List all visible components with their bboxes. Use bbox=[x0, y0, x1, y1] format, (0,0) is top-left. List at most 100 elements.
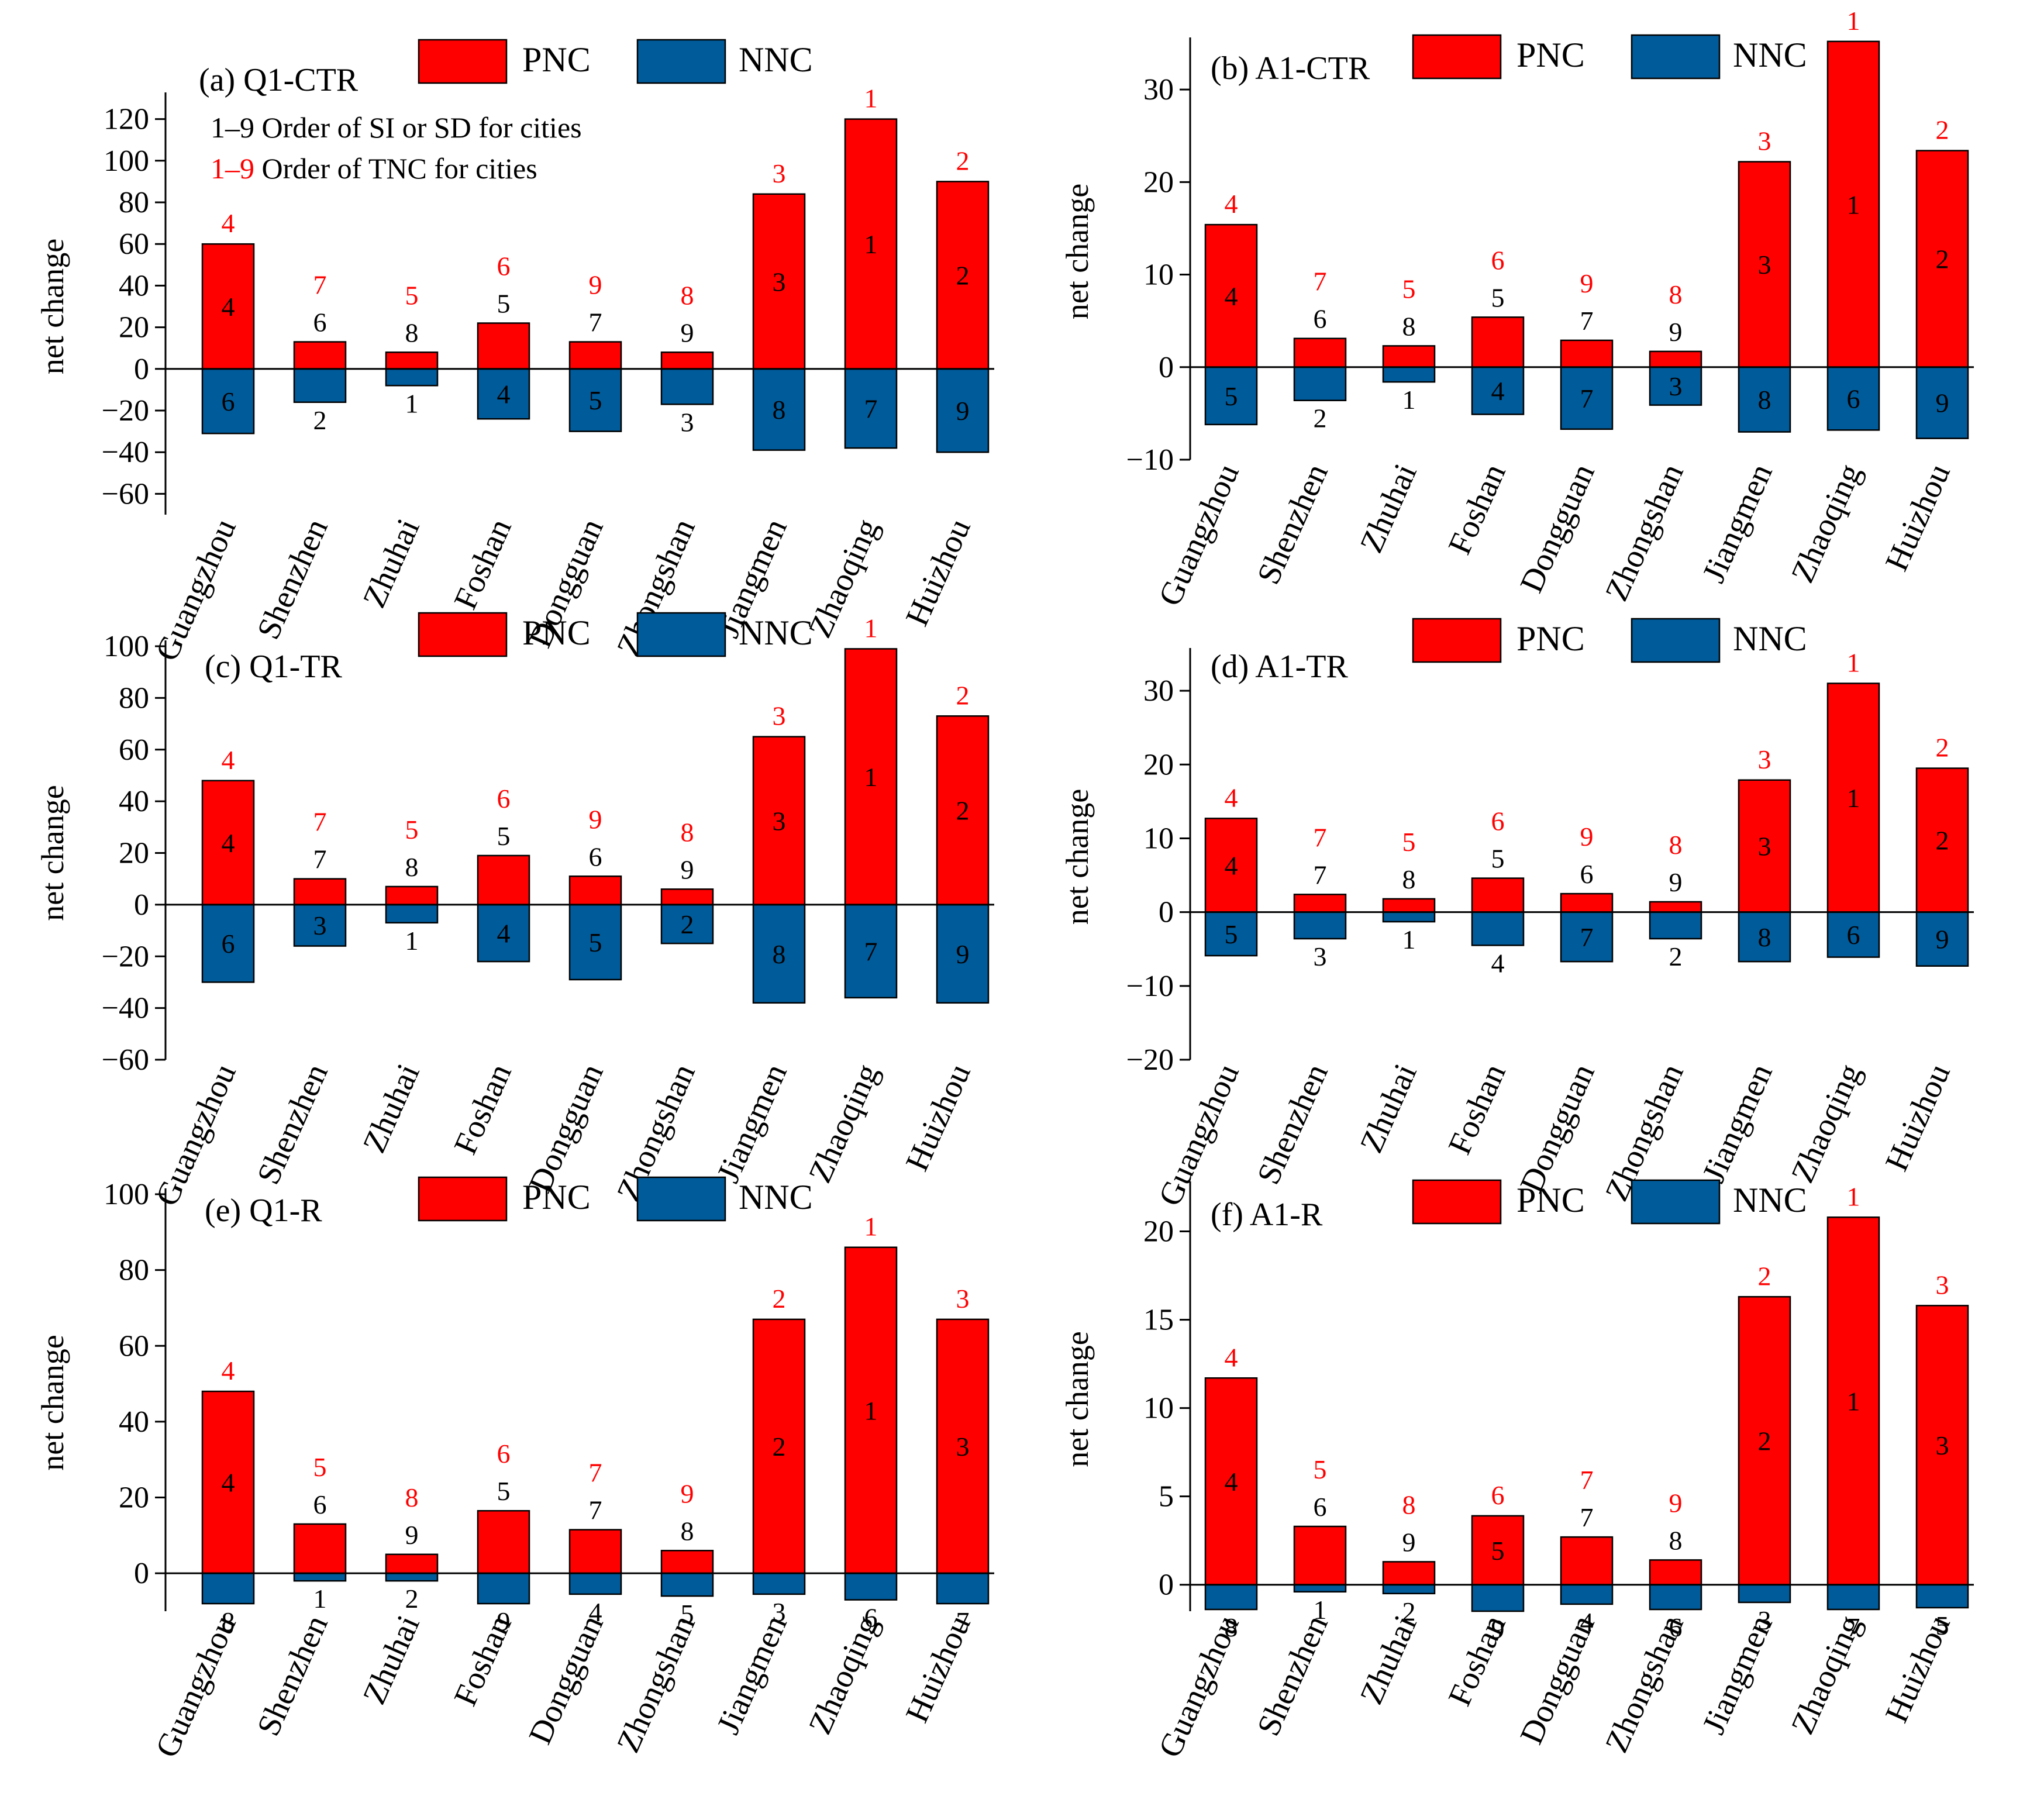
bar-nnc-zhuhai bbox=[385, 904, 439, 924]
pnc-order-label: 4 bbox=[1225, 851, 1238, 881]
tnc-order-label: 2 bbox=[1936, 733, 1949, 763]
y-tick-label: 100 bbox=[104, 144, 149, 178]
y-tick-label: −20 bbox=[102, 394, 149, 428]
tnc-order-label: 5 bbox=[405, 815, 419, 844]
x-category-label: Dongguan bbox=[522, 1610, 611, 1749]
bar-pnc-huizhou bbox=[1915, 1305, 1969, 1585]
tnc-order-label: 8 bbox=[681, 817, 694, 847]
bar-nnc-shenzhen bbox=[1293, 1584, 1347, 1593]
y-tick-label: 0 bbox=[1159, 896, 1174, 929]
pnc-order-label: 5 bbox=[497, 1476, 511, 1506]
x-category-label: Shenzhen bbox=[1250, 459, 1335, 590]
chart-panel-e: 100 80 60 40 20 0 net change (e) Q1-R PNC NNC 4 8 4 G… bbox=[35, 1176, 994, 1763]
x-category-label: Dongguan bbox=[1513, 1610, 1602, 1749]
y-tick-label: 80 bbox=[119, 681, 149, 715]
y-tick-label: −10 bbox=[1126, 443, 1174, 477]
x-category-label: Zhuhai bbox=[356, 513, 427, 613]
pnc-order-label: 3 bbox=[1758, 832, 1771, 861]
pnc-order-label: 4 bbox=[1225, 1467, 1238, 1497]
bar-pnc-foshan bbox=[1471, 1515, 1525, 1585]
y-tick-label: 30 bbox=[1143, 73, 1174, 106]
pnc-order-label: 7 bbox=[1580, 1502, 1594, 1532]
bar-pnc-dongguan bbox=[568, 875, 622, 906]
x-category-label: Huizhou bbox=[1879, 459, 1957, 576]
pnc-order-label: 8 bbox=[1402, 864, 1416, 894]
tnc-order-label: 1 bbox=[864, 613, 878, 643]
tnc-order-label: 9 bbox=[589, 270, 602, 300]
note-line-si-sd: 1–9 Order of SI or SD for cities bbox=[211, 111, 582, 144]
bar-pnc-shenzhen bbox=[293, 878, 347, 906]
bar-pnc-zhongshan bbox=[1649, 901, 1702, 913]
pnc-order-label: 9 bbox=[405, 1520, 419, 1550]
nnc-order-label: 2 bbox=[405, 1584, 419, 1614]
pnc-order-label: 5 bbox=[1491, 1536, 1505, 1566]
nnc-order-label: 4 bbox=[1491, 376, 1505, 406]
y-tick-label: 40 bbox=[119, 1405, 149, 1439]
tnc-order-label: 3 bbox=[1936, 1270, 1949, 1299]
legend-label-nnc: NNC bbox=[739, 40, 813, 79]
y-tick-label: 0 bbox=[1159, 1569, 1174, 1602]
legend-swatch-nnc bbox=[636, 39, 726, 84]
bar-nnc-huizhou bbox=[1915, 1584, 1969, 1609]
tnc-order-label: 4 bbox=[1225, 1342, 1238, 1372]
tnc-order-label: 1 bbox=[1847, 647, 1860, 677]
bar-pnc-zhongshan bbox=[1649, 350, 1702, 368]
nnc-order-label: 9 bbox=[1936, 388, 1949, 418]
nnc-order-label: 8 bbox=[773, 395, 786, 425]
bar-pnc-zhaoqing bbox=[1826, 1216, 1880, 1585]
y-axis-title: net change bbox=[1060, 1331, 1095, 1467]
tnc-order-label: 8 bbox=[1402, 1490, 1416, 1519]
pnc-order-label: 1 bbox=[1847, 783, 1860, 813]
bar-nnc-dongguan bbox=[1560, 366, 1614, 430]
tnc-order-label: 7 bbox=[313, 270, 327, 300]
panel-title: (e) Q1-R bbox=[205, 1192, 322, 1229]
legend-label-pnc: PNC bbox=[1516, 1181, 1585, 1219]
x-category-label: Foshan bbox=[447, 1610, 518, 1711]
bar-pnc-dongguan bbox=[1560, 339, 1614, 368]
nnc-order-label: 3 bbox=[1669, 371, 1683, 401]
pnc-order-label: 7 bbox=[589, 308, 602, 337]
pnc-order-label: 3 bbox=[956, 1432, 970, 1461]
y-tick-label: 20 bbox=[1143, 1215, 1174, 1249]
bar-pnc-guangzhou bbox=[1204, 223, 1258, 368]
x-category-label: Shenzhen bbox=[250, 1610, 335, 1741]
pnc-order-label: 9 bbox=[681, 318, 694, 347]
bar-nnc-dongguan bbox=[568, 1572, 622, 1595]
tnc-order-label: 8 bbox=[405, 1483, 419, 1512]
y-tick-label: 20 bbox=[119, 311, 149, 344]
x-category-label: Dongguan bbox=[522, 1059, 611, 1198]
legend-label-nnc: NNC bbox=[1733, 1181, 1807, 1219]
x-category-label: Huizhou bbox=[899, 1059, 978, 1176]
bar-nnc-zhaoqing bbox=[844, 1572, 898, 1601]
pnc-order-label: 3 bbox=[773, 806, 786, 836]
x-category-label: Dongguan bbox=[1513, 1059, 1602, 1198]
pnc-order-label: 3 bbox=[773, 267, 786, 297]
y-tick-label: 80 bbox=[119, 186, 149, 219]
nnc-order-label: 6 bbox=[222, 929, 235, 959]
y-tick-label: −20 bbox=[1126, 1043, 1174, 1077]
x-category-label: Jiangmen bbox=[710, 1610, 794, 1739]
pnc-order-label: 1 bbox=[1847, 1387, 1860, 1416]
note-text-black: Order of SI or SD for cities bbox=[262, 111, 582, 144]
pnc-order-label: 4 bbox=[222, 828, 235, 858]
bar-nnc-shenzhen bbox=[293, 1572, 347, 1582]
tnc-order-label: 5 bbox=[405, 280, 419, 310]
bar-nnc-foshan bbox=[1471, 366, 1525, 415]
nnc-order-label: 2 bbox=[681, 909, 694, 939]
nnc-order-label: 1 bbox=[1402, 925, 1416, 954]
nnc-order-label: 1 bbox=[1314, 1595, 1327, 1625]
x-category-label: Shenzhen bbox=[250, 513, 335, 644]
x-category-label: Zhaoqing bbox=[802, 1059, 886, 1188]
panel-title: (f) A1-R bbox=[1211, 1197, 1323, 1233]
tnc-order-label: 4 bbox=[222, 208, 235, 238]
bar-nnc-zhongshan bbox=[660, 1572, 714, 1597]
x-category-label: Zhaoqing bbox=[1784, 459, 1869, 588]
bar-pnc-guangzhou bbox=[201, 780, 255, 906]
x-category-label: Jiangmen bbox=[1695, 459, 1780, 588]
bar-pnc-huizhou bbox=[936, 181, 990, 370]
nnc-order-label: 5 bbox=[1225, 919, 1238, 949]
nnc-order-label: 1 bbox=[405, 388, 419, 418]
tnc-order-label: 6 bbox=[1491, 806, 1505, 836]
pnc-order-label: 8 bbox=[405, 852, 419, 882]
nnc-order-label: 5 bbox=[1225, 381, 1238, 411]
